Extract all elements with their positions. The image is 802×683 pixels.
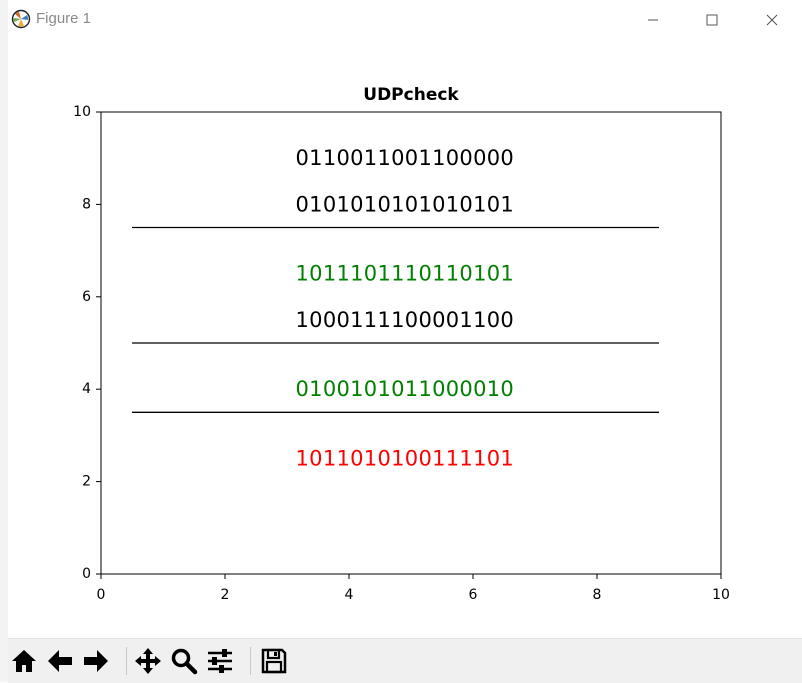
configure-subplots-button[interactable] bbox=[204, 645, 236, 677]
binary-values: 0110011001100000 0101010101010101 10111011… bbox=[296, 146, 515, 471]
back-arrow-icon bbox=[48, 650, 72, 672]
forward-arrow-icon bbox=[84, 650, 108, 672]
y-tick-label: 6 bbox=[82, 289, 91, 305]
binary-value-text: 1011101110110101 bbox=[296, 262, 515, 286]
y-axis-ticks: 0 2 4 6 8 10 bbox=[73, 104, 101, 582]
x-axis-ticks: 0 2 4 6 8 10 bbox=[97, 574, 730, 603]
home-button[interactable] bbox=[8, 645, 40, 677]
x-tick-label: 10 bbox=[712, 587, 730, 603]
toolbar-separator bbox=[126, 647, 127, 675]
y-tick-label: 10 bbox=[73, 104, 91, 120]
x-tick-label: 2 bbox=[221, 587, 230, 603]
y-tick-label: 0 bbox=[82, 566, 91, 582]
zoom-icon bbox=[171, 648, 198, 675]
zoom-button[interactable] bbox=[168, 645, 200, 677]
binary-value-text: 0100101011000010 bbox=[296, 377, 515, 401]
title-bar[interactable]: Figure 1 bbox=[8, 0, 802, 40]
y-tick-label: 4 bbox=[82, 381, 91, 397]
window-left-edge bbox=[0, 0, 8, 682]
axes-frame bbox=[100, 111, 722, 575]
y-tick-label: 8 bbox=[82, 196, 91, 212]
navigation-toolbar bbox=[8, 638, 802, 683]
binary-value-text: 0110011001100000 bbox=[296, 146, 515, 170]
separator-lines bbox=[132, 226, 659, 413]
save-button[interactable] bbox=[258, 645, 290, 677]
binary-value-text: 1011010100111101 bbox=[296, 447, 515, 471]
x-tick-label: 4 bbox=[345, 587, 354, 603]
maximize-icon bbox=[706, 14, 718, 26]
minimize-icon bbox=[648, 19, 658, 21]
close-icon bbox=[766, 14, 778, 26]
y-tick-label: 2 bbox=[82, 474, 91, 490]
binary-value-text: 1000111100001100 bbox=[296, 308, 515, 332]
pan-button[interactable] bbox=[132, 645, 164, 677]
back-button[interactable] bbox=[44, 645, 76, 677]
maximize-button[interactable] bbox=[689, 0, 735, 40]
chart-title: UDPcheck bbox=[363, 85, 459, 105]
pan-icon bbox=[135, 648, 161, 674]
plot-svg: UDPcheck 0110011001100000 010101010101010… bbox=[73, 85, 730, 603]
matplotlib-logo-icon bbox=[11, 9, 31, 29]
forward-button[interactable] bbox=[80, 645, 112, 677]
close-button[interactable] bbox=[749, 0, 795, 40]
configure-subplots-icon bbox=[208, 649, 232, 673]
toolbar-separator bbox=[250, 647, 251, 675]
figure-canvas[interactable]: UDPcheck 0110011001100000 010101010101010… bbox=[8, 40, 802, 638]
home-icon bbox=[12, 650, 36, 672]
x-tick-label: 6 bbox=[469, 587, 478, 603]
x-tick-label: 8 bbox=[593, 587, 602, 603]
binary-value-text: 0101010101010101 bbox=[296, 192, 515, 216]
minimize-button[interactable] bbox=[630, 0, 676, 40]
window-title: Figure 1 bbox=[36, 10, 92, 27]
save-icon bbox=[261, 648, 287, 674]
x-tick-label: 0 bbox=[97, 587, 106, 603]
